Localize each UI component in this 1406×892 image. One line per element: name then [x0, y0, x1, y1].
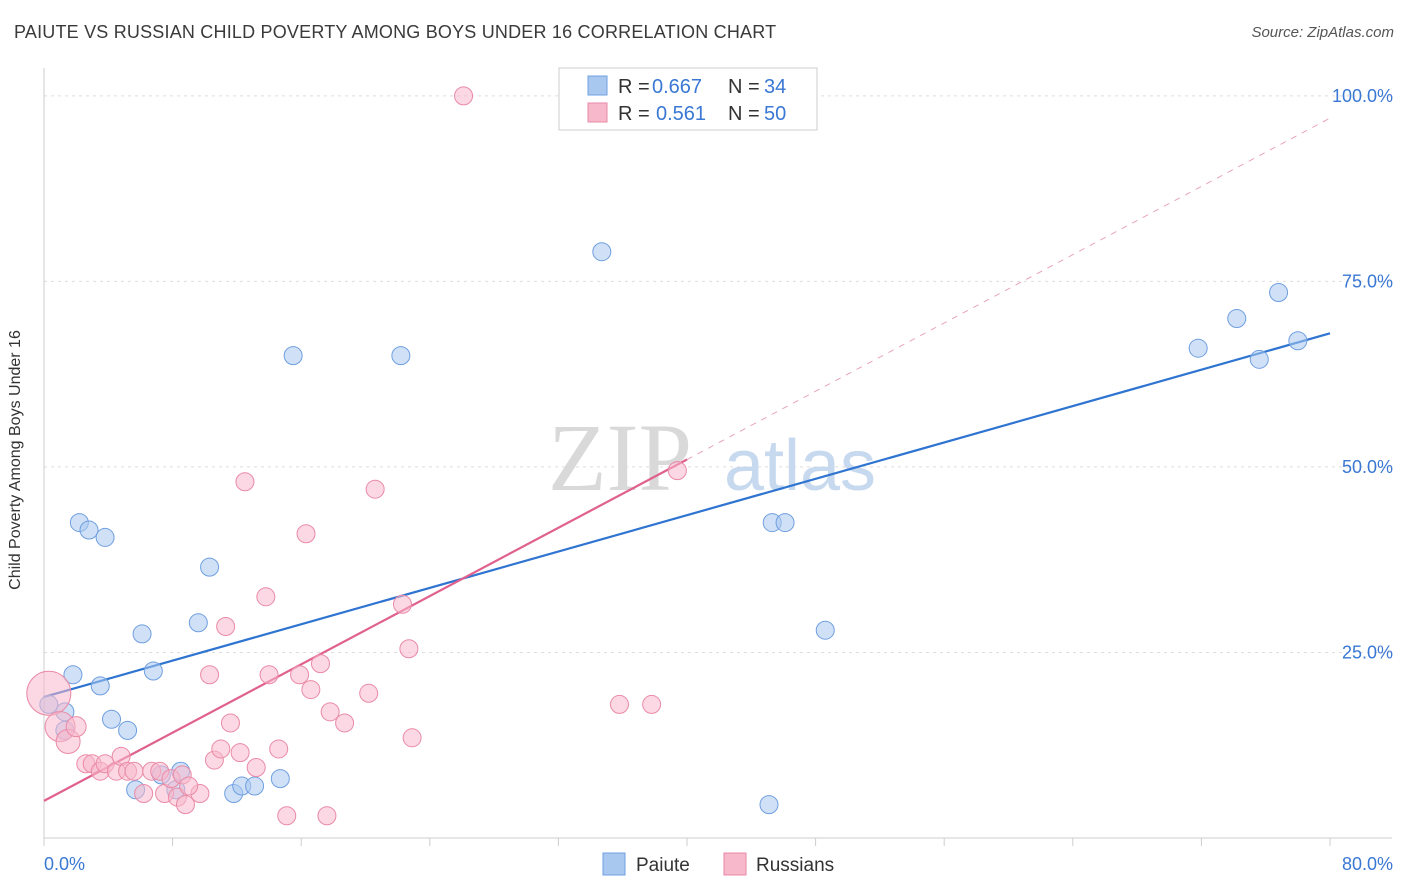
y-tick-label: 75.0%	[1342, 271, 1393, 291]
watermark: ZIP atlas	[548, 404, 876, 511]
point-russians	[365, 479, 385, 499]
watermark-zip: ZIP	[548, 404, 692, 511]
point-paiute	[1288, 331, 1308, 351]
trend-line-paiute	[43, 332, 1331, 699]
point-paiute	[815, 620, 835, 640]
stats-r-value-paiute: 0.667	[652, 76, 702, 98]
point-russians	[230, 743, 250, 763]
point-russians	[296, 524, 316, 544]
point-paiute	[775, 513, 795, 533]
point-russians	[310, 654, 330, 674]
point-russians	[26, 670, 72, 716]
point-russians	[269, 739, 289, 759]
stats-n-label-russians: N =	[728, 103, 760, 125]
legend-label-paiute[interactable]: Paiute	[636, 855, 690, 876]
point-russians	[335, 713, 355, 733]
point-russians	[320, 702, 340, 722]
legend-swatch-paiute[interactable]	[602, 852, 626, 876]
stats-n-value-paiute: 34	[764, 76, 786, 98]
legend-label-russians[interactable]: Russians	[756, 855, 834, 876]
watermark-atlas: atlas	[724, 426, 876, 506]
trend-extension-russians	[686, 117, 1331, 460]
point-paiute	[200, 557, 220, 577]
point-russians	[216, 616, 236, 636]
x-tick-label-start: 0.0%	[44, 854, 85, 874]
stats-legend: R = 0.667 N = 34 R = 0.561 N = 50	[558, 67, 818, 131]
point-paiute	[1269, 283, 1289, 303]
point-russians	[290, 665, 310, 685]
tick-labels: 25.0% 50.0% 75.0% 100.0% 0.0% 80.0%	[44, 86, 1393, 874]
point-paiute	[132, 624, 152, 644]
point-paiute	[283, 346, 303, 366]
stats-swatch-paiute	[587, 75, 608, 96]
point-paiute	[391, 346, 411, 366]
point-paiute	[1188, 338, 1208, 358]
point-paiute	[118, 720, 138, 740]
point-russians	[667, 461, 687, 481]
point-russians	[454, 86, 474, 106]
point-paiute	[143, 661, 163, 681]
point-paiute	[63, 665, 83, 685]
stats-r-label-paiute: R =	[618, 76, 650, 98]
y-tick-label: 100.0%	[1332, 86, 1393, 106]
data-points	[26, 86, 1308, 826]
point-paiute	[245, 776, 265, 796]
point-russians	[392, 594, 412, 614]
point-paiute	[188, 613, 208, 633]
point-russians	[301, 680, 321, 700]
stats-r-value-russians: 0.561	[656, 103, 706, 125]
point-russians	[200, 665, 220, 685]
point-paiute	[1249, 349, 1269, 369]
series-legend: Paiute Russians	[602, 852, 834, 876]
stats-swatch-russians	[587, 102, 608, 123]
x-tick-label-end: 80.0%	[1342, 854, 1393, 874]
point-russians	[399, 639, 419, 659]
point-russians	[179, 776, 199, 796]
point-paiute	[270, 769, 290, 789]
point-russians	[256, 587, 276, 607]
point-russians	[317, 806, 337, 826]
y-tick-label: 50.0%	[1342, 457, 1393, 477]
chart-title: PAIUTE VS RUSSIAN CHILD POVERTY AMONG BO…	[14, 22, 777, 42]
point-paiute	[102, 709, 122, 729]
point-russians	[609, 694, 629, 714]
point-paiute	[90, 676, 110, 696]
axes	[43, 68, 1392, 846]
point-paiute	[1227, 309, 1247, 329]
point-russians	[65, 716, 87, 738]
stats-n-value-russians: 50	[764, 103, 786, 125]
point-russians	[211, 739, 231, 759]
point-russians	[124, 761, 144, 781]
source-note: Source: ZipAtlas.com	[1251, 24, 1394, 41]
point-russians	[235, 472, 255, 492]
gridlines	[44, 95, 1392, 653]
point-russians	[402, 728, 422, 748]
point-russians	[246, 757, 266, 777]
point-russians	[175, 795, 195, 815]
point-paiute	[79, 520, 99, 540]
point-russians	[359, 683, 379, 703]
point-russians	[220, 713, 240, 733]
y-tick-label: 25.0%	[1342, 642, 1393, 662]
stats-n-label-paiute: N =	[728, 76, 760, 98]
point-paiute	[592, 242, 612, 262]
point-russians	[259, 665, 279, 685]
point-paiute	[759, 795, 779, 815]
trend-lines	[43, 117, 1331, 802]
point-russians	[642, 694, 662, 714]
point-russians	[277, 806, 297, 826]
stats-r-label-russians: R =	[618, 103, 650, 125]
trend-line-russians	[43, 458, 688, 802]
point-russians	[134, 783, 154, 803]
point-paiute	[95, 527, 115, 547]
legend-swatch-russians[interactable]	[723, 852, 747, 876]
